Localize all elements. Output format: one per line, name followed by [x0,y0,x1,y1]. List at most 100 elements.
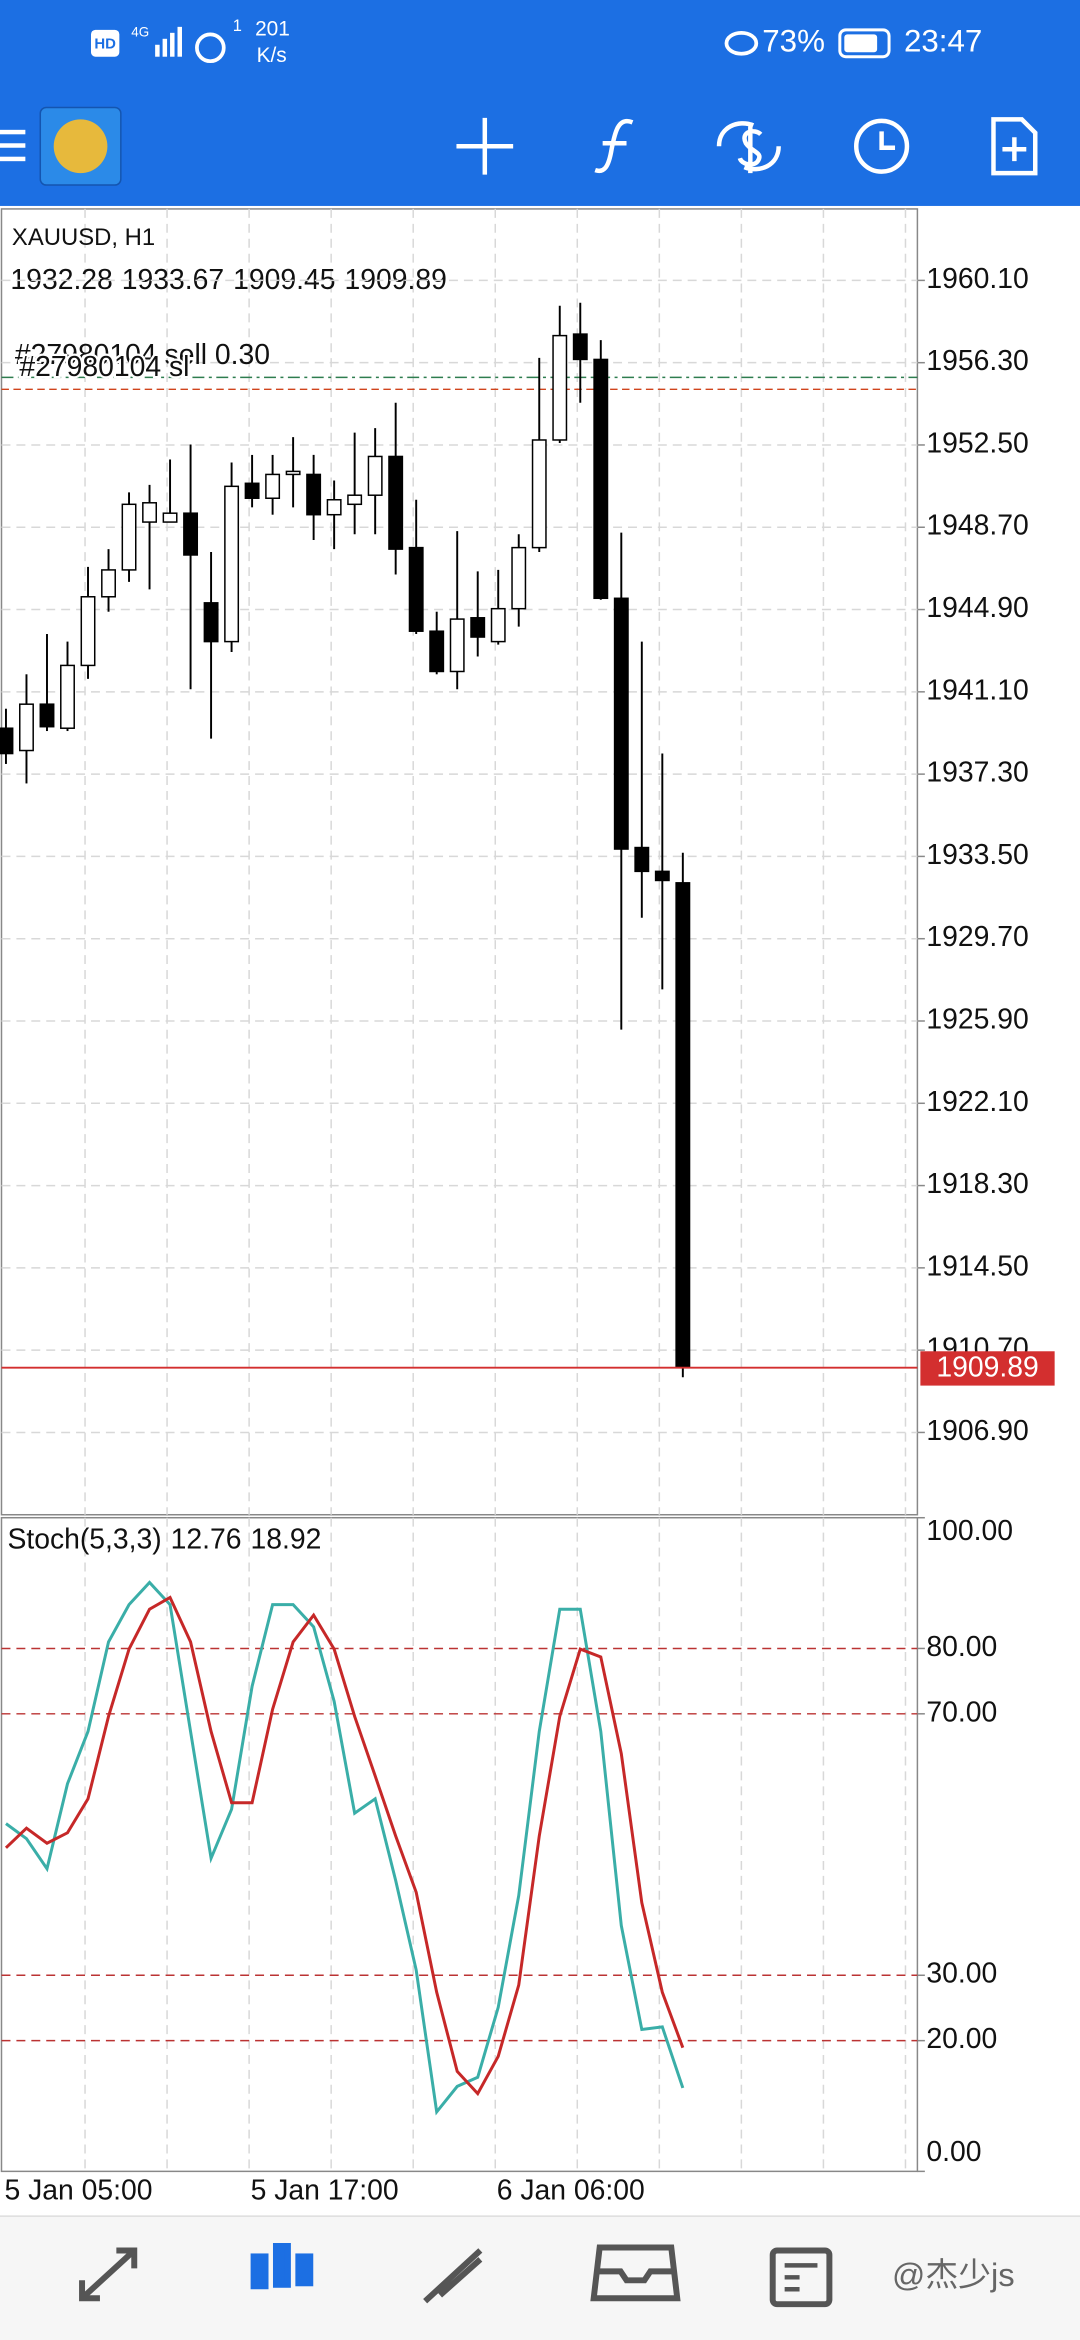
y-tick-label: 80.00 [926,1631,997,1663]
speed-unit: K/s [257,44,287,67]
x-tick-label: 5 Jan 05:00 [4,2175,152,2207]
candle-body [80,596,96,667]
trade-button[interactable] [716,121,781,174]
stoch-name: Stoch(5,3,3) [7,1524,161,1556]
candle-body [203,602,219,643]
stoch-panel [0,1516,919,2173]
stoch-title: Stoch(5,3,3) 12.76 18.92 [7,1524,321,1556]
clock: 23:47 [904,24,982,59]
candle-body [285,470,301,476]
y-tick-label: 1922.10 [926,1086,1028,1118]
candle-body [265,473,281,499]
bottom-nav [0,2216,1080,2340]
candle-body [429,630,445,673]
candle-body [101,569,116,598]
candle-body [449,618,465,673]
news-tab[interactable] [769,2247,833,2308]
candle-body [121,503,137,571]
candle-body [142,502,158,523]
hd-badge [90,29,120,57]
candle-body [367,455,383,496]
bid-label: 1909.89 [936,1352,1038,1384]
candle-body [39,703,55,728]
x-tick-label: 6 Jan 06:00 [497,2175,645,2207]
candle-body [634,846,650,873]
y-tick-label: 1933.50 [926,839,1028,871]
clock-hands [879,131,896,150]
network: 4G [131,24,149,39]
candle-body [490,607,506,643]
candle-body [347,494,363,506]
x-tick-label: 5 Jan 17:00 [251,2175,399,2207]
template-button[interactable] [991,117,1038,176]
crosshair-button[interactable] [456,117,514,175]
candle-body [572,333,588,361]
candle-body [675,882,691,1369]
stoch-line [5,1580,685,2116]
order-label: #27980104 sl [19,351,189,383]
y-tick-label: 1918.30 [926,1168,1028,1200]
history-tab[interactable] [590,2244,681,2302]
candle-body [19,703,34,752]
candle-body [306,473,322,516]
y-tick-label: 1952.50 [926,427,1028,459]
stoch-main: 12.76 [171,1524,242,1556]
candle-body [183,512,199,556]
y-tick-label: 1906.90 [926,1415,1028,1447]
stoch-line [4,1595,685,2097]
y-tick-label: 1948.70 [926,510,1028,542]
y-tick-label: 70.00 [926,1696,997,1728]
stoch-signal: 18.92 [251,1524,322,1556]
candle-body [511,546,527,610]
indicators-button[interactable] [594,118,634,174]
battery-percent: 73% [762,24,825,59]
eye-icon [724,30,759,56]
y-tick-label: 20.00 [926,2023,997,2055]
battery-level [844,34,878,53]
toolbar-icons [456,117,1038,176]
watermark: @杰少js [892,2256,1015,2293]
signal-icon [155,26,182,57]
hotspot-icon [195,32,226,64]
trade-tab[interactable] [423,2248,483,2304]
chart-tab[interactable] [250,2242,314,2290]
y-tick-label: 1941.10 [926,674,1028,706]
candle-body [388,455,404,550]
bid-label-bg [920,1351,1055,1386]
candle-body [654,870,670,882]
candle-body [470,617,486,638]
order-label: #27980104 sell 0.30 [15,339,270,371]
candle-body [244,482,260,499]
candle-body [60,664,75,729]
battery-icon [838,28,891,59]
period-button[interactable] [854,118,910,174]
y-tick-label: 1956.30 [926,345,1028,377]
y-tick-label: 1925.90 [926,1003,1028,1035]
candle-body [552,334,568,441]
candle-body [326,499,342,516]
nav-icons [79,2242,833,2308]
sim: 1 [233,17,242,35]
app-logo-circle [53,119,108,174]
y-tick-label: 100.00 [926,1515,1013,1547]
menu-button[interactable] [0,129,26,162]
y-tick-label: 1929.70 [926,921,1028,953]
speed: 201 [255,17,290,40]
price-panel [0,208,919,1516]
y-tick-label: 0.00 [926,2136,981,2168]
y-tick-label: 1944.90 [926,592,1028,624]
symbol: XAUUSD, H1 [12,224,155,251]
vertical-grid [84,208,907,2172]
y-tick-label: 1937.30 [926,757,1028,789]
candle-body [224,485,240,643]
quotes-tab[interactable] [79,2247,138,2302]
candle-body [0,727,14,755]
candle-body [593,358,609,600]
y-tick-label: 1914.50 [926,1250,1028,1282]
candle-body [162,512,178,523]
y-tick-label: 1960.10 [926,263,1028,295]
candle-body [408,546,424,632]
candle-body [613,597,629,850]
